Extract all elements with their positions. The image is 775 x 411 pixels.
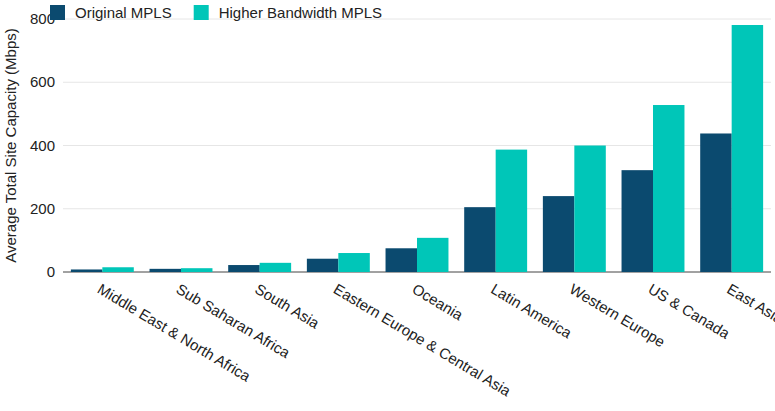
bars bbox=[71, 25, 763, 272]
bar bbox=[150, 269, 181, 272]
legend-label: Higher Bandwidth MPLS bbox=[219, 4, 382, 21]
bar bbox=[464, 207, 495, 272]
x-tick-label: Eastern Europe & Central Asia bbox=[331, 280, 515, 400]
bar bbox=[700, 133, 731, 272]
legend-swatch bbox=[50, 5, 65, 20]
bar bbox=[102, 267, 133, 272]
bar bbox=[543, 196, 574, 272]
y-tick-label: 200 bbox=[30, 200, 55, 217]
y-tick-label: 600 bbox=[30, 73, 55, 90]
x-tick-label: South Asia bbox=[252, 280, 323, 332]
bar bbox=[71, 269, 102, 272]
bar bbox=[307, 259, 338, 272]
y-axis-label: Average Total Site Capacity (Mbps) bbox=[2, 28, 19, 263]
bar bbox=[496, 150, 527, 272]
x-tick-label: US & Canada bbox=[645, 280, 733, 342]
bar bbox=[338, 253, 369, 272]
y-tick-label: 0 bbox=[47, 263, 55, 280]
grid-line bbox=[63, 82, 771, 83]
bar bbox=[386, 248, 417, 272]
x-tick-label: East Asia bbox=[724, 280, 775, 327]
x-tick-label: Middle East & North Africa bbox=[95, 280, 254, 385]
bar bbox=[417, 238, 448, 272]
bar bbox=[653, 105, 684, 272]
legend-swatch bbox=[194, 5, 209, 20]
bar bbox=[622, 170, 653, 272]
bar bbox=[260, 263, 291, 272]
bar bbox=[732, 25, 763, 272]
bar bbox=[574, 146, 605, 273]
x-tick-label: Latin America bbox=[488, 280, 575, 342]
x-tick-label: Oceania bbox=[409, 280, 466, 324]
bar bbox=[228, 265, 259, 272]
bar bbox=[181, 268, 212, 272]
legend-label: Original MPLS bbox=[75, 4, 172, 21]
y-tick-label: 400 bbox=[30, 137, 55, 154]
